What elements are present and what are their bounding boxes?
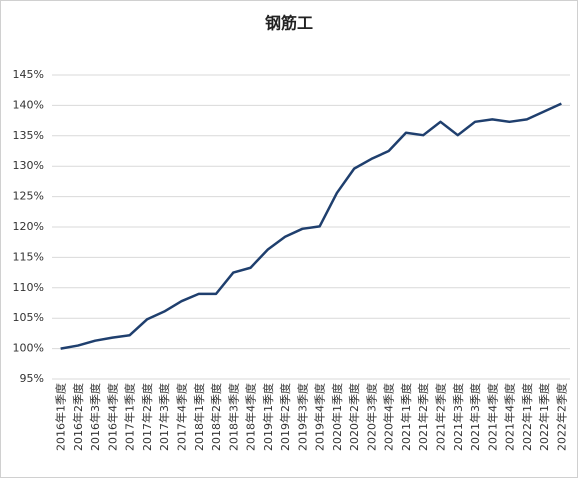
x-tick-label: 2016年2季度 xyxy=(71,383,85,451)
x-tick-label: 2022年1季度 xyxy=(520,383,534,451)
x-tick-label: 2021年2季度 xyxy=(434,383,448,451)
x-tick-label: 2017年1季度 xyxy=(123,383,137,451)
y-tick-label: 120% xyxy=(13,220,44,233)
x-tick-label: 2019年4季度 xyxy=(313,383,327,451)
y-tick-label: 125% xyxy=(13,190,44,203)
y-tick-label: 115% xyxy=(13,250,44,263)
x-tick-label: 2021年3季度 xyxy=(468,383,482,451)
x-tick-label: 2021年1季度 xyxy=(399,383,413,451)
y-tick-label: 95% xyxy=(20,372,44,385)
x-tick-label: 2016年4季度 xyxy=(105,383,119,451)
x-tick-label: 2017年3季度 xyxy=(157,383,171,451)
y-tick-label: 100% xyxy=(13,342,44,355)
x-tick-label: 2020年4季度 xyxy=(382,383,396,451)
x-tick-label: 2018年1季度 xyxy=(192,383,206,451)
x-tick-label: 2016年1季度 xyxy=(54,383,68,451)
x-tick-label: 2017年4季度 xyxy=(175,383,189,451)
x-tick-label: 2016年3季度 xyxy=(88,383,102,451)
x-tick-label: 2020年3季度 xyxy=(364,383,378,451)
x-tick-label: 2018年4季度 xyxy=(244,383,258,451)
x-tick-label: 2019年1季度 xyxy=(261,383,275,451)
y-tick-label: 145% xyxy=(13,68,44,81)
y-tick-label: 135% xyxy=(13,129,44,142)
x-tick-label: 2018年3季度 xyxy=(226,383,240,451)
x-tick-label: 2020年1季度 xyxy=(330,383,344,451)
x-tick-label: 2021年2季度 xyxy=(416,383,430,451)
x-tick-label: 2019年3季度 xyxy=(295,383,309,451)
x-tick-label: 2020年2季度 xyxy=(347,383,361,451)
x-tick-label: 2022年1季度 xyxy=(537,383,551,451)
y-tick-label: 110% xyxy=(13,281,44,294)
x-tick-label: 2017年2季度 xyxy=(140,383,154,451)
y-tick-label: 105% xyxy=(13,311,44,324)
x-tick-label: 2018年2季度 xyxy=(209,383,223,451)
x-tick-label: 2021年3季度 xyxy=(451,383,465,451)
y-tick-label: 130% xyxy=(13,159,44,172)
chart-title: 钢筋工 xyxy=(265,14,313,33)
x-tick-label: 2022年2季度 xyxy=(554,383,568,451)
x-tick-label: 2021年4季度 xyxy=(503,383,517,451)
x-tick-label: 2021年4季度 xyxy=(485,383,499,451)
y-tick-label: 140% xyxy=(13,98,44,111)
line xyxy=(60,102,562,350)
x-tick-label: 2019年2季度 xyxy=(278,383,292,451)
